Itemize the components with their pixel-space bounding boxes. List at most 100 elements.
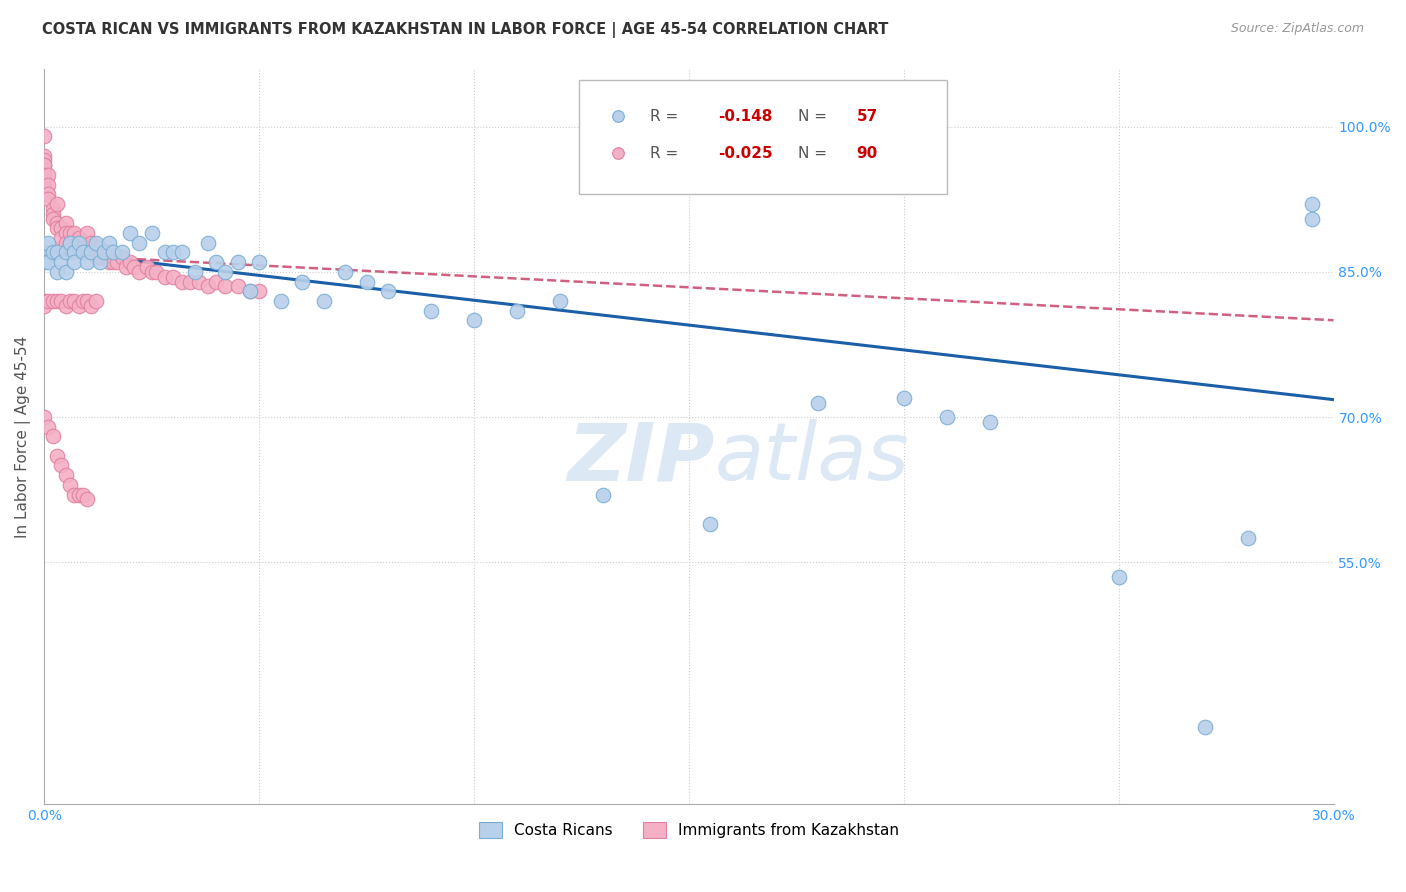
Point bbox=[46, 293, 69, 308]
Point bbox=[76, 492, 98, 507]
Point bbox=[63, 245, 86, 260]
Text: -0.148: -0.148 bbox=[718, 109, 773, 124]
Point bbox=[463, 313, 485, 327]
Point bbox=[32, 182, 55, 196]
Point bbox=[101, 255, 124, 269]
Point bbox=[63, 255, 86, 269]
Point bbox=[187, 275, 209, 289]
Point bbox=[548, 293, 571, 308]
Point bbox=[97, 255, 120, 269]
Point bbox=[32, 293, 55, 308]
Point bbox=[76, 226, 98, 240]
Point bbox=[247, 255, 270, 269]
Point bbox=[42, 245, 65, 260]
Point bbox=[63, 293, 86, 308]
Point bbox=[63, 226, 86, 240]
Text: ZIP: ZIP bbox=[567, 419, 714, 498]
Point bbox=[32, 299, 55, 313]
Point bbox=[37, 178, 59, 192]
Point bbox=[42, 202, 65, 216]
Point bbox=[1301, 197, 1323, 211]
Point bbox=[170, 245, 193, 260]
Point bbox=[32, 158, 55, 172]
Point bbox=[312, 293, 335, 308]
Point bbox=[72, 293, 94, 308]
Point bbox=[32, 168, 55, 182]
Point bbox=[67, 231, 90, 245]
Point bbox=[32, 158, 55, 172]
Point bbox=[67, 299, 90, 313]
Point bbox=[72, 487, 94, 501]
Point bbox=[1108, 570, 1130, 584]
Point bbox=[76, 255, 98, 269]
Point bbox=[32, 178, 55, 192]
Point bbox=[89, 255, 111, 269]
Text: R =: R = bbox=[650, 145, 683, 161]
Point bbox=[32, 255, 55, 269]
Point bbox=[37, 168, 59, 182]
Point bbox=[179, 275, 201, 289]
Point bbox=[197, 235, 219, 250]
Point bbox=[935, 410, 957, 425]
Point bbox=[97, 235, 120, 250]
Point bbox=[51, 293, 73, 308]
Point bbox=[67, 241, 90, 255]
Point bbox=[84, 293, 107, 308]
Text: COSTA RICAN VS IMMIGRANTS FROM KAZAKHSTAN IN LABOR FORCE | AGE 45-54 CORRELATION: COSTA RICAN VS IMMIGRANTS FROM KAZAKHSTA… bbox=[42, 22, 889, 38]
Point bbox=[120, 226, 142, 240]
Point bbox=[1301, 211, 1323, 226]
Point bbox=[55, 299, 77, 313]
Point bbox=[59, 226, 82, 240]
Point bbox=[239, 284, 262, 298]
Text: 90: 90 bbox=[856, 145, 877, 161]
Point bbox=[72, 245, 94, 260]
Point bbox=[162, 245, 184, 260]
Point bbox=[59, 235, 82, 250]
Point bbox=[37, 293, 59, 308]
Point bbox=[97, 245, 120, 260]
Point bbox=[197, 279, 219, 293]
Point bbox=[51, 221, 73, 235]
Point bbox=[247, 284, 270, 298]
Point bbox=[80, 235, 103, 250]
Point bbox=[51, 231, 73, 245]
Point bbox=[32, 148, 55, 162]
Point bbox=[333, 265, 356, 279]
Point bbox=[291, 275, 314, 289]
Point bbox=[63, 487, 86, 501]
Point bbox=[506, 303, 529, 318]
Point bbox=[59, 293, 82, 308]
Point bbox=[46, 245, 69, 260]
Point bbox=[42, 211, 65, 226]
Point bbox=[214, 279, 236, 293]
Point bbox=[120, 255, 142, 269]
Point bbox=[356, 275, 378, 289]
Point bbox=[37, 192, 59, 206]
Point bbox=[32, 153, 55, 168]
Point bbox=[63, 241, 86, 255]
Text: Source: ZipAtlas.com: Source: ZipAtlas.com bbox=[1230, 22, 1364, 36]
Point bbox=[42, 207, 65, 221]
Point bbox=[141, 226, 163, 240]
Point bbox=[592, 487, 614, 501]
Point bbox=[93, 245, 115, 260]
Point bbox=[42, 429, 65, 443]
Point bbox=[76, 293, 98, 308]
Point bbox=[59, 478, 82, 492]
Point bbox=[136, 260, 159, 274]
Point bbox=[32, 245, 55, 260]
FancyBboxPatch shape bbox=[579, 79, 946, 194]
Point bbox=[226, 255, 249, 269]
Point bbox=[42, 293, 65, 308]
Point bbox=[93, 245, 115, 260]
Point bbox=[46, 449, 69, 463]
Point bbox=[226, 279, 249, 293]
Point bbox=[420, 303, 443, 318]
Point bbox=[893, 391, 915, 405]
Point bbox=[55, 265, 77, 279]
Point bbox=[807, 395, 830, 409]
Point bbox=[124, 260, 146, 274]
Point bbox=[162, 269, 184, 284]
Text: N =: N = bbox=[799, 109, 832, 124]
Point bbox=[55, 216, 77, 230]
